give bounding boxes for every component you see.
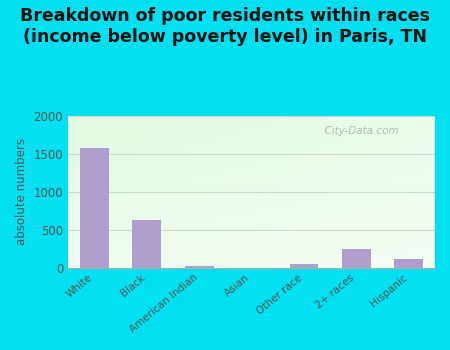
Bar: [184, 266, 213, 268]
Text: Breakdown of poor residents within races
(income below poverty level) in Paris, : Breakdown of poor residents within races…: [20, 7, 430, 46]
Y-axis label: absolute numbers: absolute numbers: [15, 138, 28, 245]
Bar: [289, 264, 318, 268]
Bar: [132, 220, 161, 268]
Bar: [342, 250, 371, 268]
Bar: [394, 259, 423, 268]
Text: City-Data.com: City-Data.com: [318, 126, 398, 136]
Bar: [80, 148, 108, 268]
